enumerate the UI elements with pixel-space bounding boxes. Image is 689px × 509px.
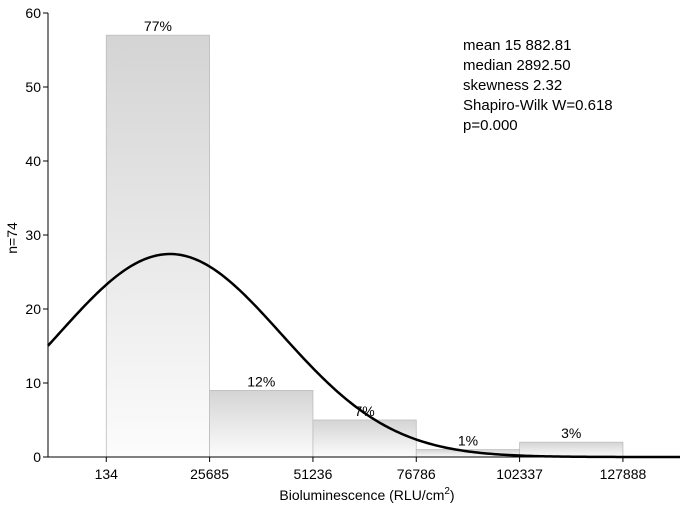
y-tick-label-5: 50	[25, 79, 41, 95]
y-tick-label-3: 30	[25, 227, 41, 243]
stat-line-0: mean 15 882.81	[463, 37, 571, 54]
x-axis-label: Bioluminescence (RLU/cm2)	[279, 486, 454, 503]
histogram-bar-4	[519, 441, 624, 458]
x-tick-label-3: 76786	[397, 466, 436, 482]
bar-labels: 77% 12% 7% 1% 3%	[144, 18, 581, 448]
y-tick-label-0: 0	[33, 449, 41, 465]
y-tick-label-4: 40	[25, 153, 41, 169]
x-axis-label-main: Bioluminescence (RLU/cm	[279, 487, 444, 503]
histogram-bar-1	[209, 389, 314, 458]
histogram-bar-2	[312, 419, 417, 458]
bar-percent-label-1: 12%	[247, 373, 275, 389]
stat-line-3: Shapiro-Wilk W=0.618	[463, 97, 613, 114]
histogram-bars	[105, 34, 624, 458]
y-tick-label-6: 60	[25, 5, 41, 21]
x-tick-label-0: 134	[95, 466, 119, 482]
bar-percent-label-2: 7%	[354, 403, 374, 419]
stat-line-4: p=0.000	[463, 117, 518, 134]
x-tick-label-1: 25685	[190, 466, 229, 482]
y-axis-label: n=74	[4, 222, 20, 254]
histogram-bar-0	[105, 34, 211, 458]
stats-annotation: mean 15 882.81 median 2892.50 skewness 2.3…	[463, 37, 613, 134]
x-tick-label-4: 102337	[496, 466, 543, 482]
y-tick-label-2: 20	[25, 301, 41, 317]
x-axis-label-close: )	[450, 487, 455, 503]
stat-line-2: skewness 2.32	[463, 77, 562, 94]
x-axis-ticks: 134 25685 51236 76786 102337 127888	[95, 457, 647, 482]
x-axis-label-superscript: 2	[444, 486, 450, 497]
x-tick-label-5: 127888	[600, 466, 647, 482]
x-tick-label-2: 51236	[293, 466, 332, 482]
bar-percent-label-3: 1%	[458, 433, 478, 449]
bar-percent-label-0: 77%	[144, 18, 172, 34]
y-tick-label-1: 10	[25, 375, 41, 391]
stat-line-1: median 2892.50	[463, 57, 571, 74]
bar-percent-label-4: 3%	[561, 425, 581, 441]
y-axis-ticks: 0 10 20 30 40 50 60	[25, 5, 48, 465]
